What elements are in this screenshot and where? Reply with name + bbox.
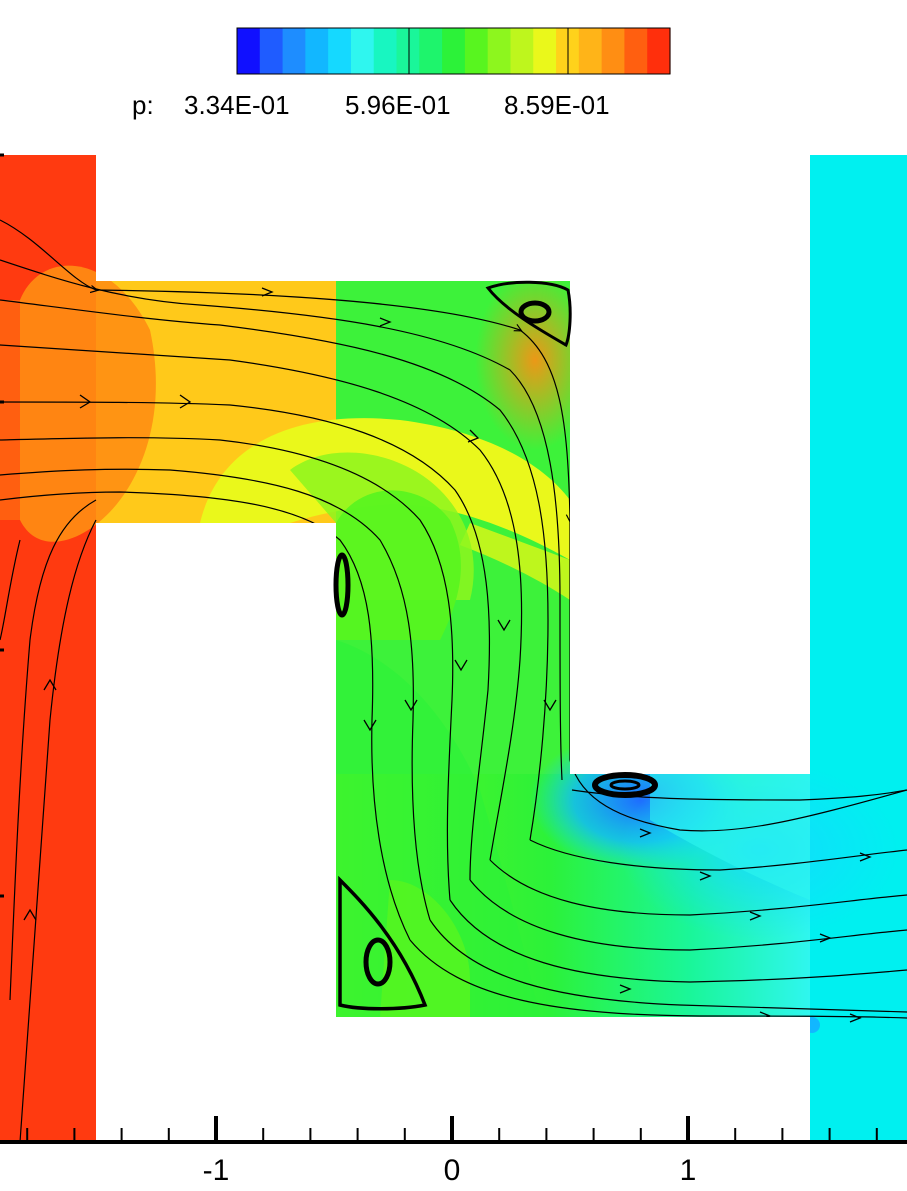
colorbar-swatch bbox=[464, 28, 489, 74]
colorbar-swatch bbox=[510, 28, 534, 74]
colorbar-tick-1: 5.96E-01 bbox=[345, 90, 451, 120]
recirculation-vortices bbox=[333, 280, 658, 1011]
colorbar-swatch bbox=[328, 28, 352, 74]
x-tick-label-1: 1 bbox=[680, 1154, 697, 1187]
y-axis-ticks bbox=[0, 153, 4, 898]
vortex-top-right bbox=[485, 280, 572, 348]
colorbar: p: 3.34E-01 5.96E-01 8.59E-01 bbox=[132, 27, 671, 120]
small-low-spot bbox=[804, 1017, 820, 1033]
colorbar-label: p: bbox=[132, 90, 154, 120]
colorbar-swatch bbox=[237, 28, 261, 74]
colorbar-swatches bbox=[237, 28, 671, 74]
colorbar-tick-0: 3.34E-01 bbox=[184, 90, 290, 120]
colorbar-swatch bbox=[282, 28, 306, 74]
colorbar-swatch bbox=[350, 28, 375, 74]
pressure-field bbox=[0, 155, 907, 1142]
colorbar-swatch bbox=[305, 28, 329, 74]
colorbar-swatch bbox=[419, 28, 443, 74]
x-tick-label-0: 0 bbox=[444, 1154, 461, 1187]
colorbar-swatch bbox=[396, 28, 420, 74]
colorbar-swatch bbox=[624, 28, 648, 74]
colorbar-swatch bbox=[578, 28, 603, 74]
colorbar-swatch bbox=[601, 28, 626, 74]
vortex-outlet-corner bbox=[592, 772, 658, 798]
x-axis-major-ticks bbox=[214, 1116, 690, 1142]
colorbar-swatch bbox=[533, 28, 557, 74]
colorbar-swatch bbox=[647, 28, 671, 74]
vortex-middle-left bbox=[333, 552, 351, 618]
x-tick-label-neg1: -1 bbox=[203, 1154, 230, 1187]
colorbar-frame bbox=[236, 27, 671, 75]
colorbar-swatch bbox=[373, 28, 398, 74]
colorbar-tick-2: 8.59E-01 bbox=[504, 90, 610, 120]
colorbar-swatch bbox=[442, 28, 466, 74]
outlet-region bbox=[810, 155, 907, 1142]
vortex-bottom-left bbox=[338, 875, 428, 1011]
colorbar-swatch bbox=[259, 28, 284, 74]
x-axis: -1 0 1 bbox=[0, 1116, 907, 1187]
colorbar-swatch bbox=[487, 28, 512, 74]
streamlines bbox=[0, 219, 907, 1142]
